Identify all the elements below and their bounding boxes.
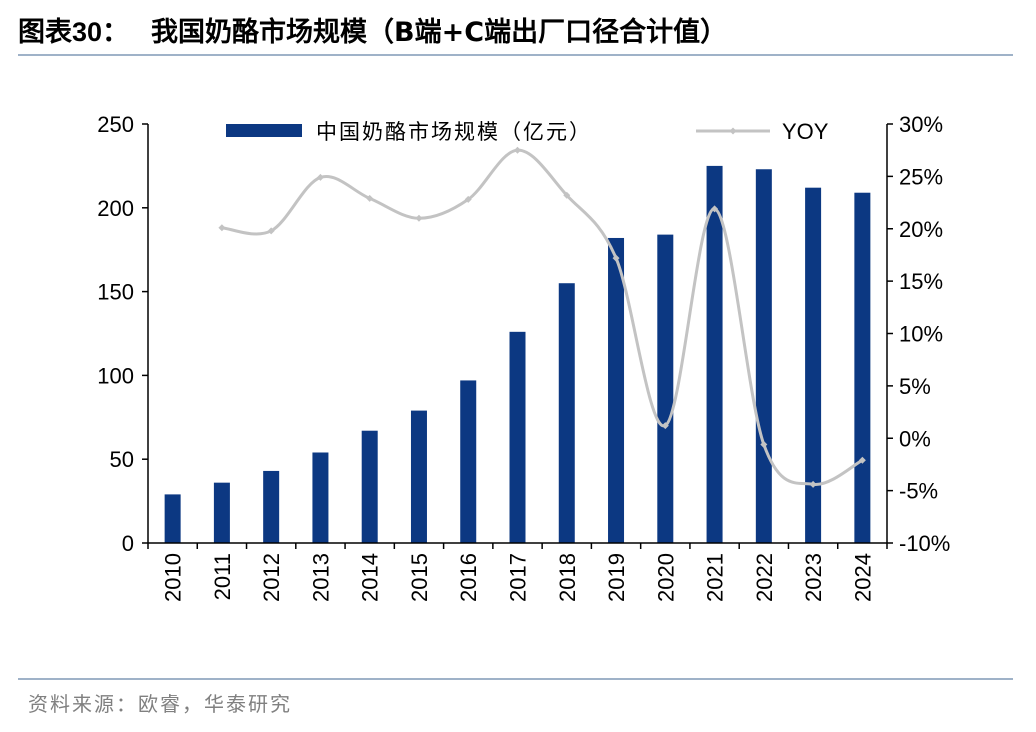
chart-legend: 中国奶酪市场规模（亿元） YOY	[226, 119, 829, 144]
yoy-point-2013	[316, 173, 324, 181]
bar-2011	[213, 482, 230, 543]
yoy-point-2020	[661, 422, 669, 430]
bar-2021	[706, 165, 723, 543]
bar-2022	[755, 169, 772, 543]
bar-2023	[805, 187, 822, 544]
x-tick-label: 2021	[703, 553, 728, 602]
x-tick-label: 2020	[653, 553, 678, 602]
x-tick-label: 2013	[308, 553, 333, 602]
yoy-point-2023	[809, 480, 817, 488]
yoy-point-2015	[415, 214, 423, 222]
yoy-point-2011	[218, 224, 226, 232]
bar-2014	[361, 430, 378, 543]
yoy-point-2017	[514, 146, 521, 154]
yoy-point-2012	[267, 227, 275, 235]
x-tick-label: 2024	[850, 553, 875, 602]
yoy-point-2018	[563, 191, 571, 199]
yoy-point-2021	[711, 205, 719, 213]
figure-title-text: 我国奶酪市场规模（B端+C端出厂口径合计值）	[151, 17, 728, 48]
bar-series	[164, 165, 871, 544]
x-tick-label: 2019	[604, 553, 629, 602]
bar-2017	[509, 331, 526, 543]
yoy-point-2016	[464, 195, 472, 203]
x-tick-label: 2014	[358, 553, 383, 602]
chart-axes: 0 50 100 150 200 250 -10% -5% 0% 5% 10% 15% 20% 25% 30…	[97, 112, 950, 602]
bar-2016	[460, 380, 477, 543]
bar-2019	[608, 237, 625, 543]
yoy-line	[221, 148, 864, 486]
right-tick-label: 25%	[899, 164, 943, 189]
right-tick-label: 5%	[899, 374, 931, 399]
bar-2010	[164, 494, 181, 543]
bar-2018	[558, 283, 575, 543]
yoy-point-2019	[612, 254, 620, 262]
legend-line-label: YOY	[782, 119, 829, 144]
x-tick-label: 2018	[555, 553, 580, 602]
left-tick-label: 100	[97, 363, 134, 388]
x-tick-label: 2012	[259, 553, 284, 602]
yoy-line-series	[218, 146, 866, 488]
x-tick-label: 2011	[210, 553, 235, 600]
right-tick-label: -5%	[899, 479, 938, 504]
x-tick-label: 2022	[752, 553, 777, 602]
right-tick-label: 30%	[899, 112, 943, 137]
yoy-point-2014	[366, 194, 374, 202]
left-tick-label: 200	[97, 196, 134, 221]
right-tick-label: 20%	[899, 217, 943, 242]
figure-number: 图表30：	[18, 17, 130, 47]
left-tick-label: 50	[110, 447, 134, 472]
bottom-divider	[18, 678, 1013, 680]
x-tick-label: 2016	[456, 553, 481, 602]
right-tick-label: -10%	[899, 531, 950, 556]
right-tick-label: 15%	[899, 269, 943, 294]
x-tick-label: 2023	[801, 553, 826, 602]
right-tick-label: 10%	[899, 322, 943, 347]
bar-2024	[854, 192, 871, 543]
left-tick-label: 0	[122, 531, 134, 556]
figure-title: 图表30： 我国奶酪市场规模（B端+C端出厂口径合计值）	[18, 12, 727, 52]
bar-2013	[312, 452, 329, 543]
legend-line-marker	[729, 127, 737, 135]
x-tick-label: 2010	[161, 553, 186, 602]
legend-bar-label: 中国奶酪市场规模（亿元）	[316, 120, 592, 144]
left-tick-label: 150	[97, 280, 134, 305]
source-note: 资料来源：欧睿，华泰研究	[28, 692, 292, 716]
bar-2020	[657, 234, 674, 543]
legend-bar-swatch	[226, 124, 302, 137]
x-tick-label: 2017	[506, 553, 531, 602]
top-divider	[18, 54, 1013, 56]
bar-2015	[410, 410, 427, 543]
yoy-point-2024	[858, 456, 866, 464]
left-tick-label: 250	[97, 112, 134, 137]
x-tick-label: 2015	[407, 553, 432, 602]
yoy-point-2022	[760, 441, 768, 449]
right-tick-label: 0%	[899, 426, 931, 451]
bar-2012	[263, 470, 280, 543]
